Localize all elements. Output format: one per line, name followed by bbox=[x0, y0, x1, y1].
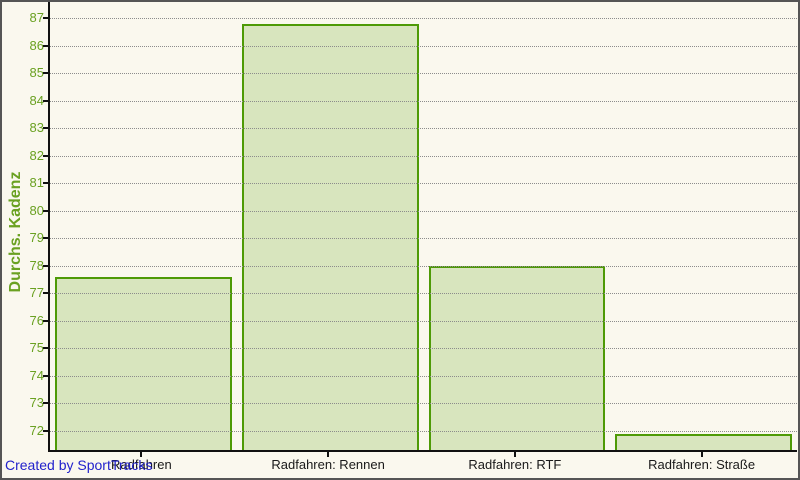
y-tick-label: 76 bbox=[29, 312, 44, 328]
y-tick-mark bbox=[43, 127, 48, 130]
plot-area bbox=[48, 2, 797, 452]
x-tick-mark bbox=[327, 452, 330, 457]
y-tick-mark bbox=[43, 182, 48, 185]
y-tick-label: 77 bbox=[29, 285, 44, 301]
y-tick-label: 82 bbox=[29, 147, 44, 163]
y-tick-label: 73 bbox=[29, 395, 44, 411]
y-tick-label: 80 bbox=[29, 202, 44, 218]
gridline bbox=[50, 128, 797, 130]
y-axis-title: Durchs. Kadenz bbox=[7, 171, 24, 293]
y-tick-label: 74 bbox=[29, 367, 44, 383]
gridline bbox=[50, 18, 797, 20]
x-tick-mark bbox=[140, 452, 143, 457]
gridline bbox=[50, 430, 797, 432]
gridline bbox=[50, 293, 797, 295]
y-tick-mark bbox=[43, 17, 48, 20]
sporttracks-credit: Created by SportTracks bbox=[5, 457, 153, 473]
y-tick-mark bbox=[43, 319, 48, 322]
y-tick-mark bbox=[43, 292, 48, 295]
y-tick-mark bbox=[43, 209, 48, 212]
y-tick-label: 85 bbox=[29, 65, 44, 81]
gridline bbox=[50, 155, 797, 157]
gridline bbox=[50, 238, 797, 240]
y-tick-mark bbox=[43, 237, 48, 240]
category-label: Radfahren: Straße bbox=[648, 457, 756, 472]
y-tick-label: 72 bbox=[29, 422, 44, 438]
y-tick-label: 79 bbox=[29, 230, 44, 246]
bar-2[interactable] bbox=[428, 265, 606, 450]
y-tick-mark bbox=[43, 374, 48, 377]
y-tick-mark bbox=[43, 72, 48, 75]
bar-0[interactable] bbox=[55, 276, 232, 450]
gridline bbox=[50, 348, 797, 350]
y-tick-mark bbox=[43, 347, 48, 350]
y-tick-mark bbox=[43, 429, 48, 432]
y-tick-label: 78 bbox=[29, 257, 44, 273]
gridline bbox=[50, 210, 797, 212]
gridline bbox=[50, 403, 797, 405]
gridline bbox=[50, 375, 797, 377]
y-tick-label: 86 bbox=[29, 37, 44, 53]
category-label: Radfahren: RTF bbox=[468, 457, 562, 472]
y-tick-label: 75 bbox=[29, 340, 44, 356]
gridline bbox=[50, 265, 797, 267]
gridline bbox=[50, 183, 797, 185]
y-tick-mark bbox=[43, 44, 48, 47]
bar-1[interactable] bbox=[241, 23, 419, 450]
gridline bbox=[50, 45, 797, 47]
y-tick-label: 87 bbox=[29, 10, 44, 26]
y-tick-mark bbox=[43, 99, 48, 102]
category-label: Radfahren bbox=[111, 457, 172, 472]
x-tick-mark bbox=[700, 452, 703, 457]
y-tick-mark bbox=[43, 264, 48, 267]
x-tick-mark bbox=[513, 452, 516, 457]
gridline bbox=[50, 320, 797, 322]
category-label: Radfahren: Rennen bbox=[271, 457, 385, 472]
y-tick-mark bbox=[43, 154, 48, 157]
bar-3[interactable] bbox=[615, 433, 792, 450]
y-tick-label: 84 bbox=[29, 92, 44, 108]
y-tick-label: 81 bbox=[29, 175, 44, 191]
gridline bbox=[50, 73, 797, 75]
y-tick-mark bbox=[43, 402, 48, 405]
gridline bbox=[50, 100, 797, 102]
y-tick-label: 83 bbox=[29, 120, 44, 136]
